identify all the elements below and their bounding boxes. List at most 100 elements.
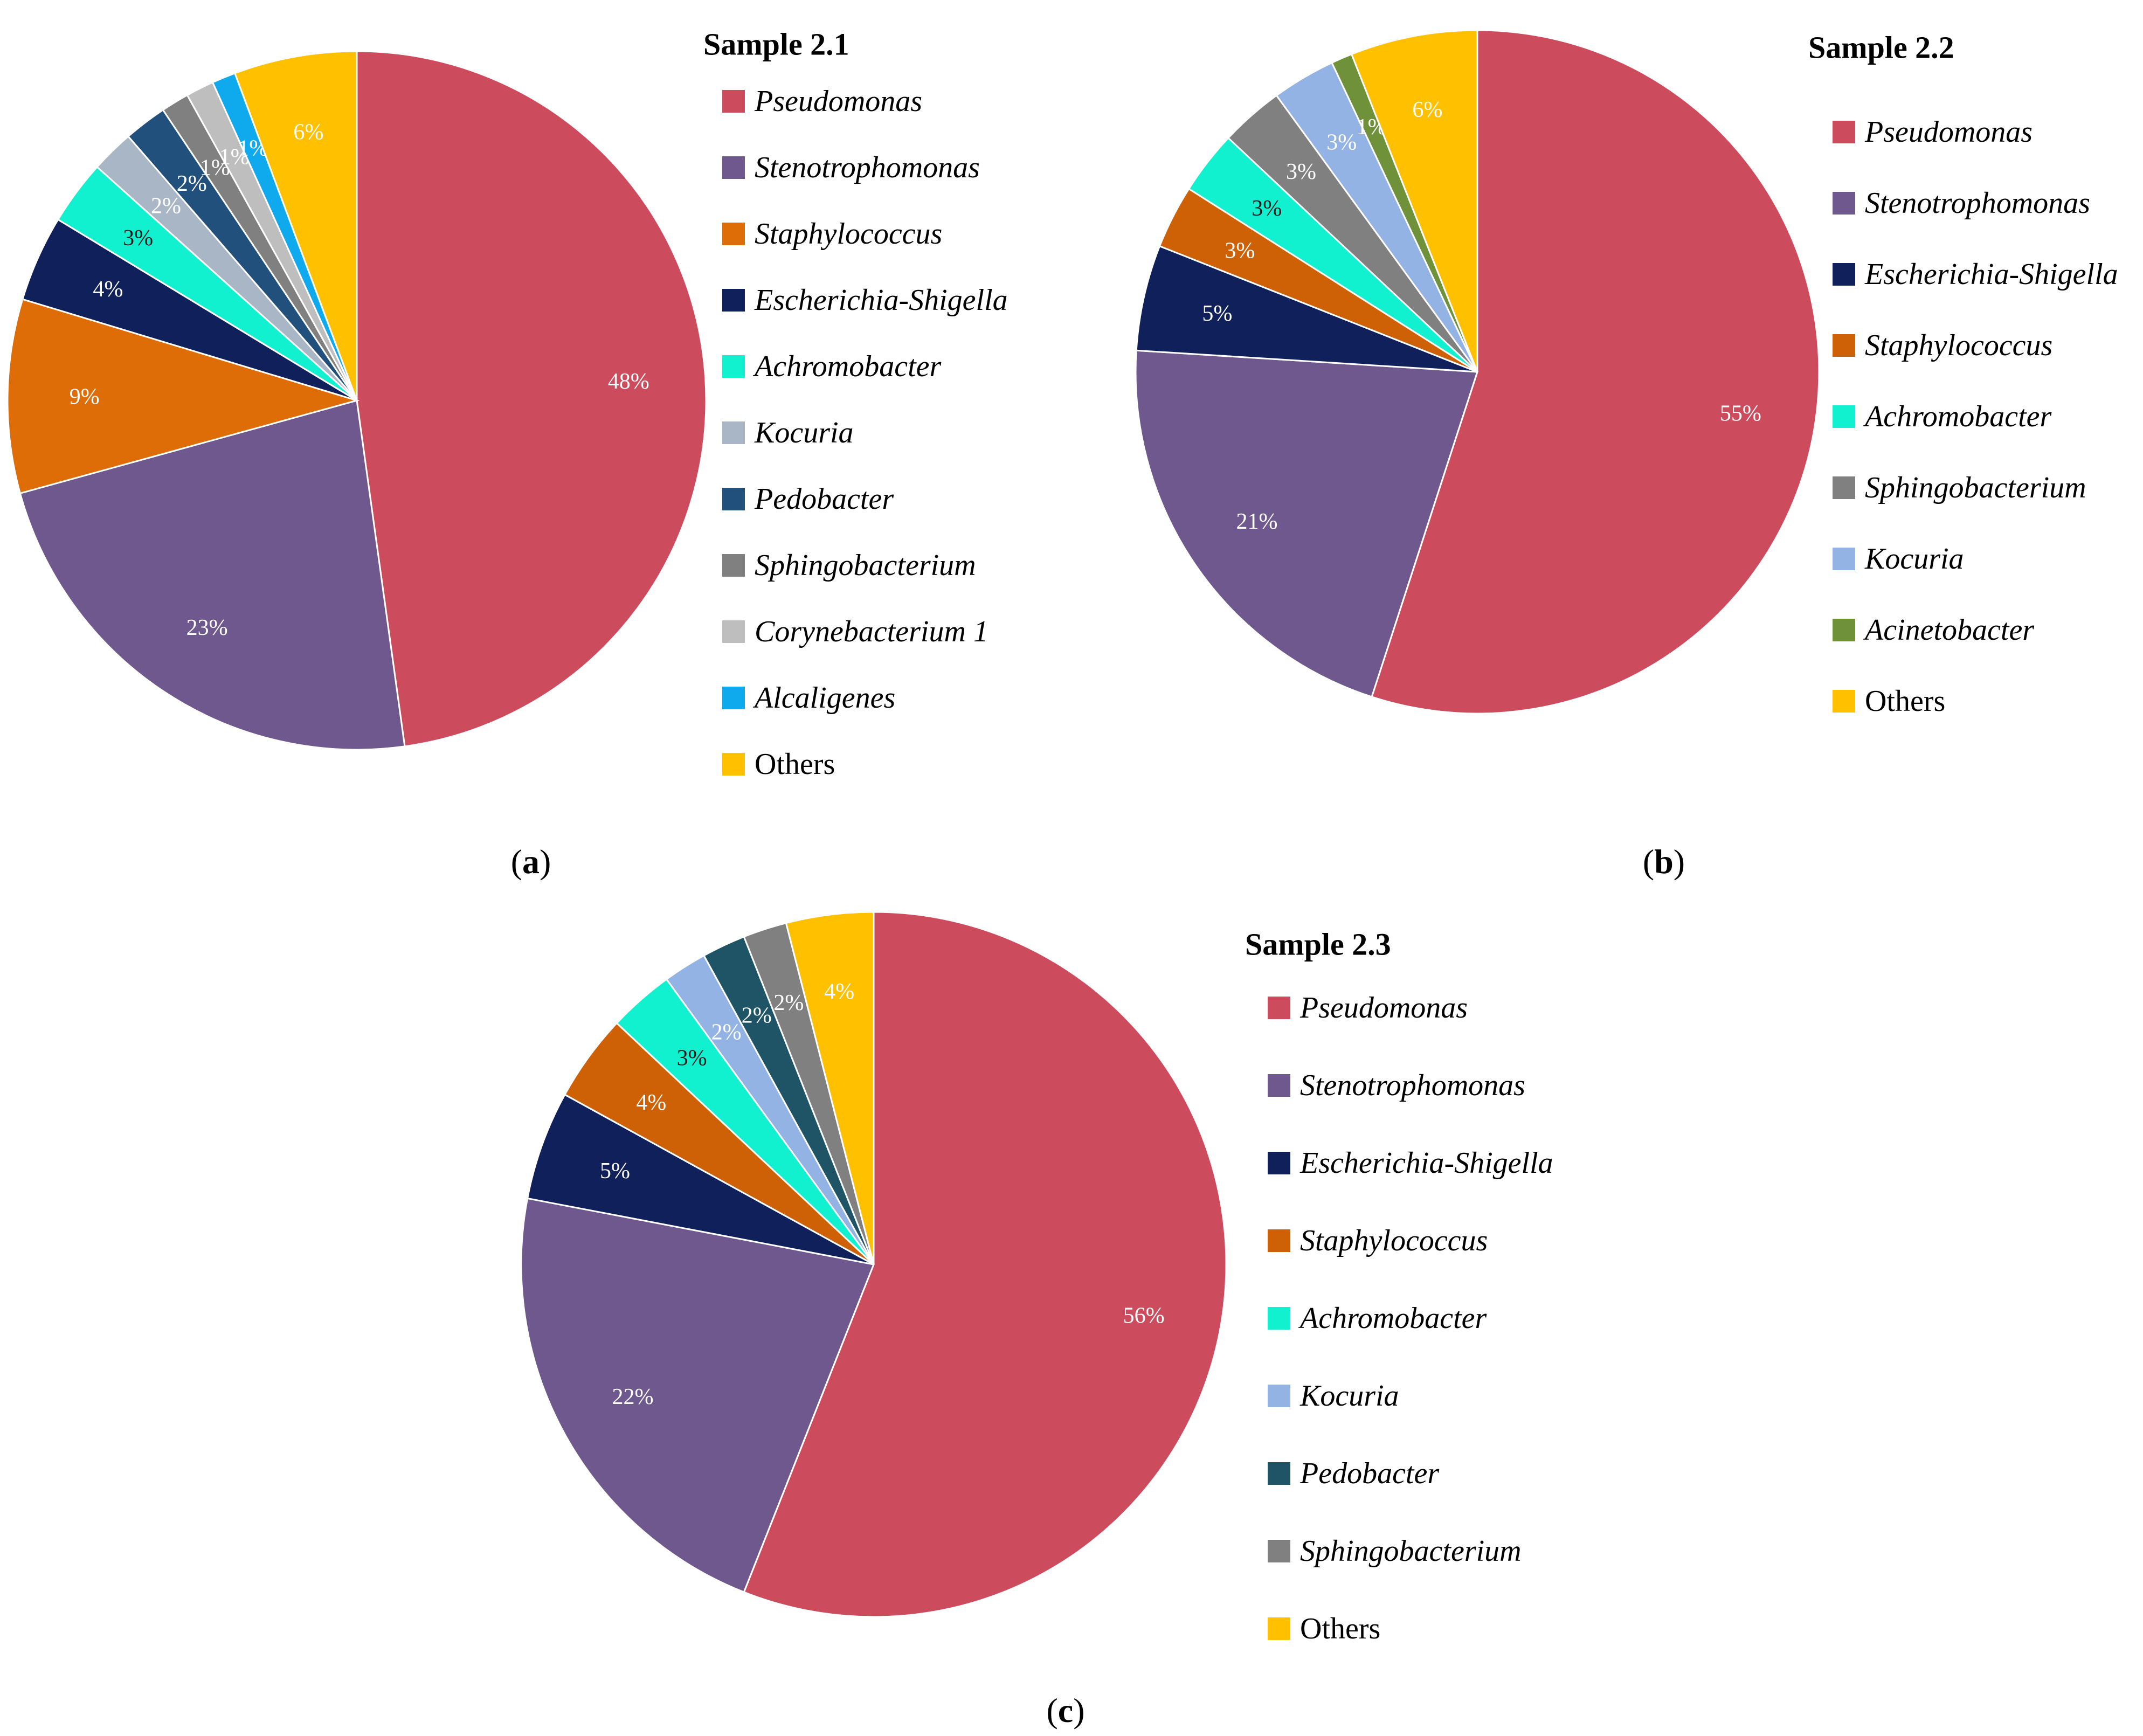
panel-b-sample-2-2: 55%21%5%3%3%3%3%1%6%Sample 2.2Pseudomona…	[1135, 29, 2118, 881]
slice-label-staphylococcus: 4%	[636, 1090, 666, 1115]
slice-label-kocuria: 2%	[711, 1020, 742, 1045]
panel-caption: (a)	[511, 842, 551, 881]
legend-swatch-staphylococcus	[1268, 1229, 1290, 1252]
legend-swatch-achromobacter	[722, 355, 745, 378]
legend-swatch-kocuria	[1268, 1385, 1290, 1407]
slice-label-achromobacter: 3%	[1252, 196, 1282, 221]
slice-label-achromobacter: 3%	[677, 1046, 707, 1070]
panel-caption: (c)	[1046, 1691, 1084, 1730]
legend-label-achromobacter: Achromobacter	[1298, 1302, 1487, 1335]
legend-swatch-escherichia-shigella	[722, 289, 745, 312]
pie-slice-escherichia-shigella	[1135, 245, 1478, 373]
slice-label-stenotrophomonas: 21%	[1236, 509, 1277, 534]
legend-label-escherichia-shigella: Escherichia-Shigella	[1864, 258, 2118, 291]
slice-label-escherichia-shigella: 5%	[600, 1159, 630, 1184]
pie-slice-others	[1350, 29, 1478, 372]
legend-label-kocuria: Kocuria	[754, 416, 854, 449]
legend-label-pseudomonas: Pseudomonas	[754, 85, 922, 118]
pie-slice-stenotrophomonas	[520, 1197, 875, 1594]
legend-label-staphylococcus: Staphylococcus	[1865, 329, 2052, 362]
legend-swatch-others	[1268, 1617, 1290, 1640]
panel-caption-letter: a	[522, 842, 540, 881]
slice-label-escherichia-shigella: 5%	[1202, 301, 1232, 326]
panel-caption-letter: c	[1058, 1691, 1073, 1730]
slice-label-escherichia-shigella: 4%	[93, 277, 123, 302]
legend-swatch-pedobacter	[1268, 1462, 1290, 1485]
legend-swatch-sphingobacterium	[1268, 1540, 1290, 1562]
legend-swatch-achromobacter	[1833, 405, 1855, 428]
slice-label-pedobacter: 2%	[742, 1003, 772, 1028]
pie-slice-others	[233, 50, 358, 401]
legend-label-kocuria: Kocuria	[1299, 1379, 1399, 1413]
pie-slice-pseudomonas	[743, 911, 1227, 1618]
legend-swatch-others	[1833, 690, 1855, 713]
legend-swatch-escherichia-shigella	[1833, 263, 1855, 286]
slice-label-pseudomonas: 48%	[608, 369, 649, 394]
pie-slice-pseudomonas	[356, 50, 707, 748]
legend-swatch-pseudomonas	[1833, 121, 1855, 143]
pie-slice-stenotrophomonas	[1135, 349, 1479, 698]
legend-label-sphingobacterium: Sphingobacterium	[755, 549, 976, 582]
legend-swatch-corynebacterium-1	[722, 620, 745, 643]
legend-label-others: Others	[1865, 684, 1945, 718]
legend-swatch-pseudomonas	[722, 90, 745, 113]
legend-swatch-staphylococcus	[1833, 334, 1855, 357]
panel-a-sample-2-1: 48%23%9%4%3%2%2%1%1%1%6%Sample 2.1Pseudo…	[6, 27, 1008, 881]
legend-label-staphylococcus: Staphylococcus	[755, 217, 942, 251]
slice-label-pedobacter: 2%	[177, 171, 207, 196]
slice-label-sphingobacterium: 3%	[1286, 160, 1316, 184]
legend-swatch-staphylococcus	[722, 223, 745, 245]
slice-label-others: 6%	[293, 120, 323, 145]
legend-label-stenotrophomonas: Stenotrophomonas	[1300, 1069, 1525, 1102]
legend-label-achromobacter: Achromobacter	[1863, 400, 2051, 433]
legend-label-pseudomonas: Pseudomonas	[1299, 991, 1468, 1025]
legend-label-stenotrophomonas: Stenotrophomonas	[755, 151, 980, 184]
legend-label-achromobacter: Achromobacter	[752, 350, 941, 383]
slice-label-stenotrophomonas: 23%	[186, 615, 228, 640]
slice-label-others: 4%	[824, 979, 854, 1004]
slice-label-achromobacter: 3%	[123, 226, 153, 251]
legend-label-stenotrophomonas: Stenotrophomonas	[1865, 186, 2090, 220]
legend-label-pedobacter: Pedobacter	[1299, 1457, 1439, 1490]
legend-swatch-others	[722, 753, 745, 776]
legend-label-others: Others	[1300, 1612, 1380, 1645]
legend-swatch-sphingobacterium	[722, 554, 745, 577]
legend-label-others: Others	[755, 748, 835, 781]
legend-swatch-escherichia-shigella	[1268, 1152, 1290, 1174]
panel-caption: (b)	[1643, 842, 1685, 881]
legend-label-escherichia-shigella: Escherichia-Shigella	[1299, 1146, 1553, 1180]
slice-label-pseudomonas: 56%	[1123, 1304, 1165, 1329]
pie-slice-stenotrophomonas	[19, 399, 406, 751]
slice-label-kocuria: 3%	[1326, 130, 1357, 155]
legend-title: Sample 2.1	[703, 27, 849, 62]
legend-label-alcaligenes: Alcaligenes	[752, 681, 895, 715]
slice-label-pseudomonas: 55%	[1720, 401, 1761, 426]
slice-label-sphingobacterium: 2%	[773, 991, 804, 1015]
legend-swatch-sphingobacterium	[1833, 476, 1855, 499]
legend-swatch-kocuria	[722, 421, 745, 444]
legend-swatch-stenotrophomonas	[1268, 1074, 1290, 1097]
pie-slice-staphylococcus	[6, 298, 360, 495]
pie-slice-pseudomonas	[1371, 29, 1820, 715]
legend-swatch-pedobacter	[722, 488, 745, 510]
legend-label-corynebacterium-1: Corynebacterium 1	[755, 615, 988, 648]
legend-swatch-stenotrophomonas	[1833, 192, 1855, 215]
slice-label-stenotrophomonas: 22%	[612, 1385, 653, 1409]
legend-label-staphylococcus: Staphylococcus	[1300, 1224, 1488, 1257]
pie-slice-escherichia-shigella	[526, 1093, 874, 1265]
slice-label-kocuria: 2%	[151, 193, 181, 218]
slice-label-others: 6%	[1412, 98, 1442, 122]
legend-label-kocuria: Kocuria	[1864, 542, 1964, 576]
legend-label-pedobacter: Pedobacter	[754, 482, 894, 516]
legend-swatch-pseudomonas	[1268, 997, 1290, 1019]
legend-title: Sample 2.2	[1808, 30, 1954, 65]
legend-swatch-alcaligenes	[722, 687, 745, 709]
legend-label-sphingobacterium: Sphingobacterium	[1865, 471, 2086, 504]
legend-title: Sample 2.3	[1245, 927, 1391, 962]
legend-swatch-kocuria	[1833, 548, 1855, 570]
legend-label-escherichia-shigella: Escherichia-Shigella	[754, 283, 1008, 317]
legend-label-sphingobacterium: Sphingobacterium	[1300, 1534, 1522, 1568]
legend-label-pseudomonas: Pseudomonas	[1864, 115, 2033, 149]
legend-swatch-achromobacter	[1268, 1307, 1290, 1330]
